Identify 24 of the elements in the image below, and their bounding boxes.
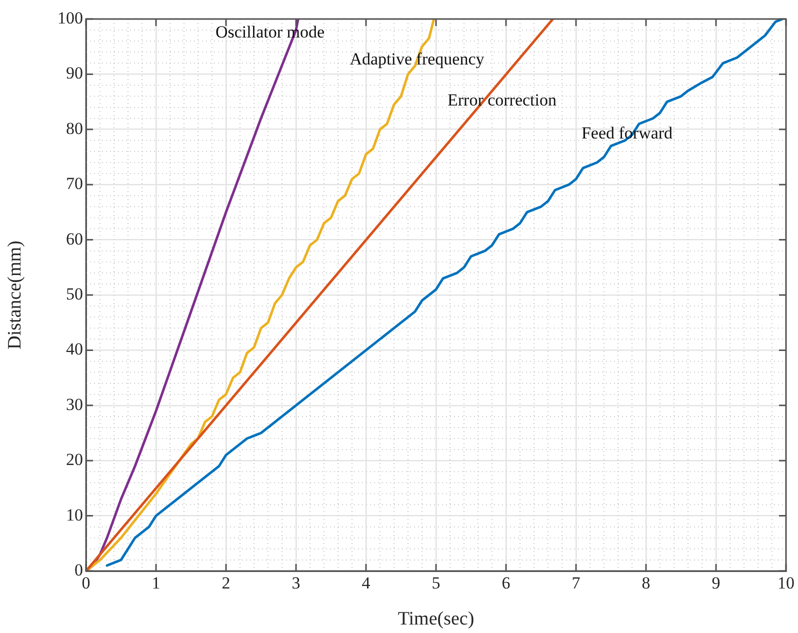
x-tick-label: 6: [502, 574, 510, 593]
y-tick-label: 50: [66, 284, 83, 304]
x-tick-label: 9: [712, 574, 720, 593]
x-tick-label: 3: [292, 574, 300, 593]
y-tick-label: 60: [66, 229, 83, 248]
y-tick-label: 30: [66, 394, 83, 414]
y-tick-label: 20: [66, 450, 83, 470]
series-label: Error correction: [447, 90, 558, 110]
y-tick-label: 100: [58, 8, 83, 28]
y-tick-label: 70: [66, 174, 83, 194]
y-tick-label: 10: [66, 505, 83, 524]
x-tick-label: 1: [152, 574, 160, 593]
x-axis-title: Time(sec): [398, 608, 474, 630]
y-tick-label: 0: [74, 560, 83, 580]
y-tick-label: 40: [66, 340, 83, 359]
x-tick-label: 5: [432, 574, 440, 593]
y-axis-title: Distance(mm): [4, 240, 26, 350]
x-tick-label: 7: [572, 574, 581, 593]
y-tick-label: 80: [66, 118, 83, 138]
y-tick-label: 90: [66, 64, 83, 83]
x-tick-label: 4: [362, 574, 371, 593]
x-tick-label: 2: [222, 574, 230, 593]
x-tick-label: 8: [642, 574, 650, 593]
x-tick-label: 10: [778, 574, 794, 593]
